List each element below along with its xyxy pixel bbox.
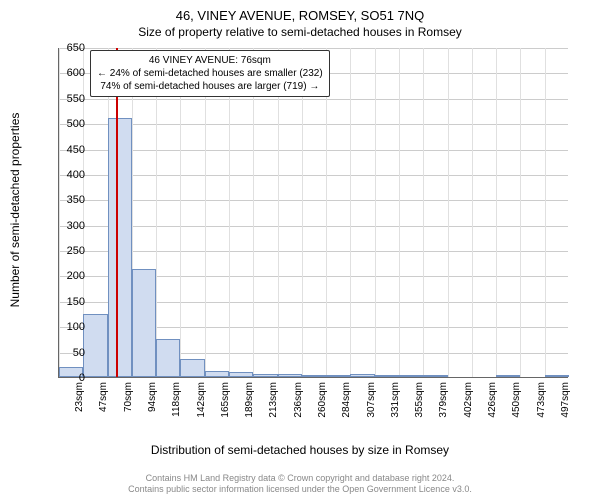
y-tick-label: 250: [55, 245, 85, 257]
gridline-v: [229, 48, 230, 377]
gridline-h: [59, 48, 568, 49]
x-tick-label: 236sqm: [293, 382, 304, 418]
histogram-bar: [375, 375, 399, 377]
x-tick-label: 165sqm: [220, 382, 231, 418]
histogram-bar: [399, 375, 423, 377]
histogram-bar: [350, 374, 374, 377]
info-line-1: 46 VINEY AVENUE: 76sqm: [97, 54, 323, 67]
gridline-h: [59, 226, 568, 227]
x-tick-label: 213sqm: [268, 382, 279, 418]
gridline-v: [423, 48, 424, 377]
x-axis-label: Distribution of semi-detached houses by …: [0, 443, 600, 457]
info-line-3: 74% of semi-detached houses are larger (…: [97, 80, 323, 93]
histogram-bar: [253, 374, 277, 377]
histogram-bar: [326, 375, 350, 377]
histogram-bar: [132, 269, 156, 377]
y-tick-label: 400: [55, 169, 85, 181]
y-tick-label: 650: [55, 42, 85, 54]
gridline-v: [399, 48, 400, 377]
footer-line-2: Contains public sector information licen…: [0, 484, 600, 496]
histogram-bar: [278, 374, 302, 377]
chart-title: 46, VINEY AVENUE, ROMSEY, SO51 7NQ: [0, 0, 600, 23]
y-tick-label: 350: [55, 194, 85, 206]
y-axis-label: Number of semi-detached properties: [8, 113, 22, 308]
y-tick-label: 450: [55, 144, 85, 156]
gridline-v: [448, 48, 449, 377]
gridline-v: [278, 48, 279, 377]
chart-subtitle: Size of property relative to semi-detach…: [0, 23, 600, 39]
property-marker-line: [116, 48, 118, 377]
gridline-v: [253, 48, 254, 377]
gridline-h: [59, 251, 568, 252]
y-tick-label: 150: [55, 296, 85, 308]
info-line-2: ← 24% of semi-detached houses are smalle…: [97, 67, 323, 80]
gridline-v: [180, 48, 181, 377]
gridline-h: [59, 124, 568, 125]
x-tick-label: 142sqm: [196, 382, 207, 418]
x-tick-label: 355sqm: [414, 382, 425, 418]
histogram-bar: [229, 372, 253, 377]
y-tick-label: 500: [55, 118, 85, 130]
chart-plot-area: [58, 48, 568, 378]
y-tick-label: 550: [55, 93, 85, 105]
property-info-box: 46 VINEY AVENUE: 76sqm← 24% of semi-deta…: [90, 50, 330, 97]
x-tick-label: 23sqm: [74, 382, 85, 412]
gridline-v: [375, 48, 376, 377]
histogram-bar: [156, 339, 180, 377]
x-tick-label: 379sqm: [438, 382, 449, 418]
x-tick-label: 94sqm: [147, 382, 158, 412]
histogram-bar: [545, 375, 569, 377]
gridline-v: [496, 48, 497, 377]
x-tick-label: 307sqm: [366, 382, 377, 418]
gridline-v: [205, 48, 206, 377]
x-tick-label: 47sqm: [98, 382, 109, 412]
y-tick-label: 600: [55, 67, 85, 79]
histogram-bar: [108, 118, 132, 377]
gridline-h: [59, 99, 568, 100]
gridline-v: [302, 48, 303, 377]
histogram-bar: [180, 359, 204, 377]
x-tick-label: 450sqm: [511, 382, 522, 418]
gridline-v: [472, 48, 473, 377]
histogram-bar: [83, 314, 107, 377]
x-tick-label: 284sqm: [341, 382, 352, 418]
gridline-v: [545, 48, 546, 377]
x-tick-label: 426sqm: [487, 382, 498, 418]
y-tick-label: 200: [55, 270, 85, 282]
y-tick-label: 50: [55, 347, 85, 359]
x-tick-label: 70sqm: [123, 382, 134, 412]
histogram-bar: [496, 375, 520, 377]
gridline-v: [156, 48, 157, 377]
x-tick-label: 260sqm: [317, 382, 328, 418]
gridline-h: [59, 175, 568, 176]
gridline-v: [350, 48, 351, 377]
histogram-bar: [423, 375, 447, 377]
histogram-bar: [205, 371, 229, 377]
gridline-v: [520, 48, 521, 377]
x-tick-label: 189sqm: [244, 382, 255, 418]
x-tick-label: 473sqm: [536, 382, 547, 418]
y-tick-label: 100: [55, 321, 85, 333]
histogram-bar: [302, 375, 326, 377]
gridline-v: [326, 48, 327, 377]
x-tick-label: 402sqm: [463, 382, 474, 418]
x-tick-label: 331sqm: [390, 382, 401, 418]
footer-line-1: Contains HM Land Registry data © Crown c…: [0, 473, 600, 485]
x-tick-label: 118sqm: [171, 382, 182, 417]
x-tick-label: 497sqm: [560, 382, 571, 418]
gridline-h: [59, 200, 568, 201]
gridline-h: [59, 150, 568, 151]
y-tick-label: 300: [55, 220, 85, 232]
footer-credits: Contains HM Land Registry data © Crown c…: [0, 473, 600, 496]
